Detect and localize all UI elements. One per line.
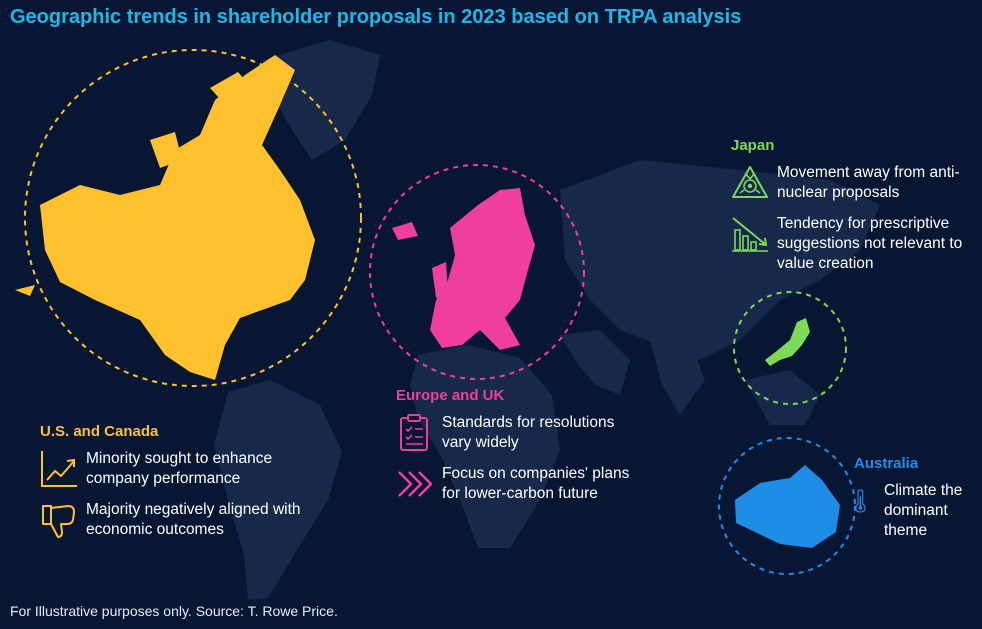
europe-circle — [369, 164, 585, 380]
us-canada-heading: U.S. and Canada — [40, 423, 159, 440]
europe-heading: Europe and UK — [396, 387, 505, 404]
australia-circle — [718, 437, 856, 575]
japan-circle — [733, 291, 847, 405]
thermometer-icon — [855, 489, 866, 513]
fast-forward-arrows-icon — [398, 471, 433, 497]
australia-item-1-text: Climate the dominant theme — [884, 482, 963, 539]
us-canada-item-1: Minority sought to enhance company perfo… — [40, 449, 330, 489]
us-canada-circle — [24, 49, 362, 387]
japan-item-1-text: Movement away from anti-nuclear proposal… — [777, 164, 960, 201]
europe-item-2-text: Focus on companies' plans for lower-carb… — [442, 465, 630, 502]
radiation-warning-icon — [732, 166, 768, 198]
australia-landmass — [735, 465, 840, 548]
arabia-india-shape — [560, 330, 705, 415]
us-canada-item-2: Majority negatively aligned with economi… — [40, 500, 330, 540]
australia-heading: Australia — [854, 455, 919, 472]
japan-landmass — [765, 318, 810, 366]
clipboard-checklist-icon — [400, 414, 428, 451]
japan-item-2: Tendency for prescriptive suggestions no… — [731, 214, 976, 274]
us-canada-landmass — [15, 55, 315, 380]
south-america-shape — [214, 380, 342, 600]
source-footnote: For Illustrative purposes only. Source: … — [10, 603, 338, 619]
declining-bar-chart-icon — [732, 217, 768, 252]
japan-item-1: Movement away from anti-nuclear proposal… — [731, 163, 976, 203]
asia-shape — [560, 160, 880, 360]
us-canada-item-2-text: Majority negatively aligned with economi… — [86, 501, 301, 538]
europe-item-1-text: Standards for resolutions vary widely — [442, 414, 615, 451]
europe-item-2: Focus on companies' plans for lower-carb… — [396, 464, 646, 504]
japan-item-2-text: Tendency for prescriptive suggestions no… — [777, 215, 963, 272]
africa-shape — [410, 345, 560, 548]
europe-item-1: Standards for resolutions vary widely — [396, 413, 646, 453]
trend-up-chart-icon — [41, 451, 77, 487]
us-canada-item-1-text: Minority sought to enhance company perfo… — [86, 450, 273, 487]
page-title: Geographic trends in shareholder proposa… — [10, 6, 742, 28]
europe-landmass — [392, 188, 535, 350]
southeast-asia-shape — [745, 370, 820, 425]
thumbs-down-icon — [42, 505, 75, 538]
australia-item-1: Climate the dominant theme — [854, 481, 974, 541]
japan-heading: Japan — [731, 137, 775, 154]
